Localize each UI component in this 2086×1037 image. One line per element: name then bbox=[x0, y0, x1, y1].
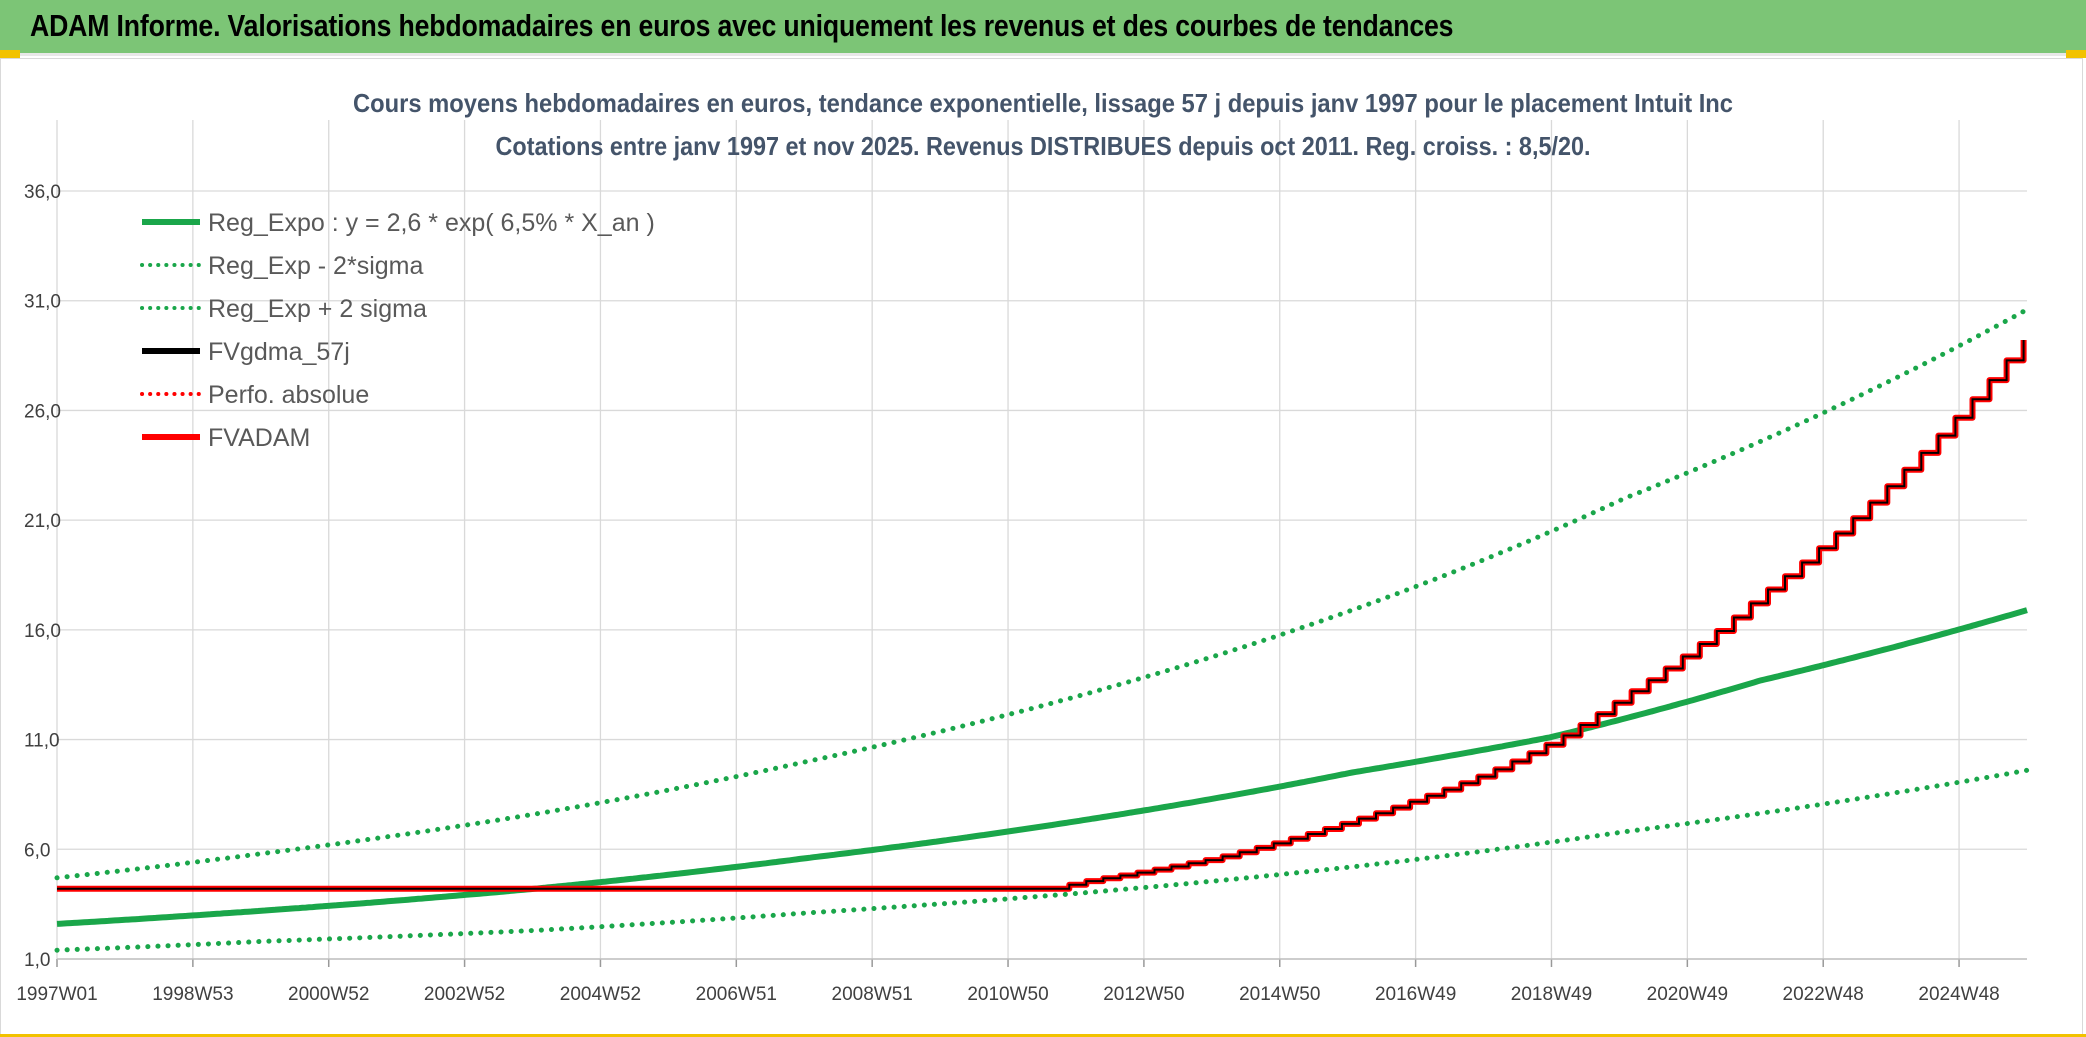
legend-label: FVADAM bbox=[208, 424, 310, 452]
y-tick-label: 1,0 bbox=[24, 950, 50, 971]
x-tick-label: 2002W52 bbox=[424, 984, 505, 1005]
chart-title-line-1: Cours moyens hebdomadaires en euros, ten… bbox=[353, 88, 1733, 118]
x-tick-label: 1998W53 bbox=[152, 984, 233, 1005]
series-reg-expo bbox=[56, 607, 2028, 927]
x-tick-label: 2018W49 bbox=[1511, 984, 1592, 1005]
grid bbox=[56, 120, 2027, 967]
y-tick-label: 6,0 bbox=[24, 840, 50, 861]
series-fvgdma-57j bbox=[57, 340, 2025, 890]
series-layer bbox=[54, 307, 2030, 953]
series-reg-exp-plus-2sigma bbox=[54, 307, 2030, 881]
y-tick-label: 31,0 bbox=[24, 292, 61, 313]
corner-accent-right bbox=[2066, 50, 2086, 58]
chart-title-line-2: Cotations entre janv 1997 et nov 2025. R… bbox=[496, 131, 1591, 161]
x-tick-label: 2024W48 bbox=[1918, 984, 1999, 1005]
x-tick-label: 2014W50 bbox=[1239, 984, 1320, 1005]
legend-label: FVgdma_57j bbox=[208, 338, 350, 366]
x-tick-label: 2000W52 bbox=[288, 984, 369, 1005]
y-axis: 1,0 6,0 11,0 16,0 21,0 26,0 31,0 36,0 bbox=[24, 182, 61, 971]
x-tick-label: 1997W01 bbox=[16, 984, 97, 1005]
corner-accent-left bbox=[0, 50, 20, 58]
legend-label: Reg_Expo : y = 2,6 * exp( 6,5% * X_an ) bbox=[208, 209, 655, 237]
legend-label: Reg_Exp - 2*sigma bbox=[208, 252, 423, 280]
x-tick-label: 2010W50 bbox=[967, 984, 1048, 1005]
y-tick-label: 36,0 bbox=[24, 182, 61, 203]
x-tick-label: 2016W49 bbox=[1375, 984, 1456, 1005]
header-bar: ADAM Informe. Valorisations hebdomadaire… bbox=[0, 0, 2086, 56]
report-title: ADAM Informe. Valorisations hebdomadaire… bbox=[30, 8, 1454, 43]
y-tick-label: 11,0 bbox=[24, 731, 60, 752]
series-reg-exp-minus-2sigma bbox=[54, 767, 2030, 953]
x-tick-label: 2004W52 bbox=[560, 984, 641, 1005]
y-tick-label: 26,0 bbox=[24, 401, 61, 422]
x-tick-label: 2008W51 bbox=[832, 984, 913, 1005]
legend: Reg_Expo : y = 2,6 * exp( 6,5% * X_an ) R… bbox=[140, 209, 655, 452]
y-tick-label: 21,0 bbox=[24, 511, 61, 532]
legend-label: Reg_Exp + 2 sigma bbox=[208, 295, 427, 323]
series-fvadam bbox=[57, 340, 2027, 892]
x-tick-label: 2006W51 bbox=[696, 984, 777, 1005]
y-tick-label: 16,0 bbox=[24, 621, 61, 642]
x-axis: 1997W01 1998W53 2000W52 2002W52 2004W52 2006W… bbox=[16, 984, 1999, 1005]
x-tick-label: 2022W48 bbox=[1783, 984, 1864, 1005]
x-tick-label: 2012W50 bbox=[1103, 984, 1184, 1005]
x-tick-label: 2020W49 bbox=[1647, 984, 1728, 1005]
legend-label: Perfo. absolue bbox=[208, 381, 369, 409]
bottom-accent bbox=[0, 1034, 2086, 1037]
